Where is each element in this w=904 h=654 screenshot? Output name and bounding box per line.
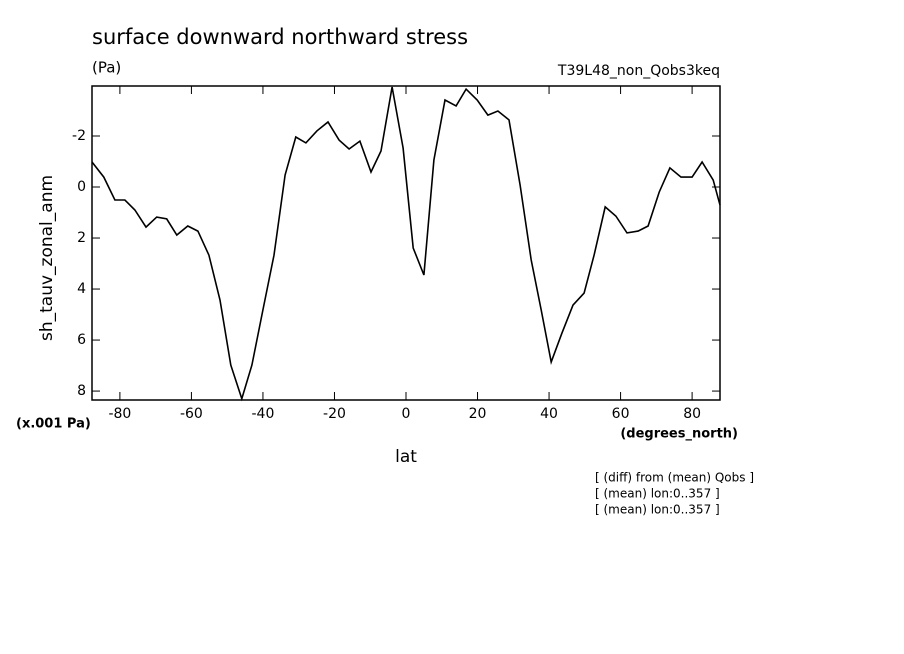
note: [ (mean) lon:0..357 ] — [595, 487, 720, 501]
experiment: T39L48_non_Qobs3keq — [557, 63, 720, 79]
x-tick-label: 0 — [402, 406, 411, 422]
subtitle: (Pa) — [92, 59, 121, 77]
y-tick-label: 4 — [77, 281, 86, 297]
y-axis-label: sh_tauv_zonal_anm — [37, 175, 57, 341]
y-unit: (x.001 Pa) — [16, 417, 91, 432]
y-tick-label: 2 — [77, 230, 86, 246]
x-unit: (degrees_north) — [620, 427, 738, 442]
x-tick-label: -60 — [180, 406, 203, 422]
x-tick-label: -80 — [108, 406, 131, 422]
y-tick-label: 8 — [77, 383, 86, 399]
note: [ (diff) from (mean) Qobs ] — [595, 471, 754, 485]
x-tick-label: 40 — [540, 406, 558, 422]
x-tick-label: 20 — [469, 406, 487, 422]
x-tick-label: -20 — [323, 406, 346, 422]
x-tick-label: 80 — [683, 406, 701, 422]
y-tick-label: 0 — [77, 179, 86, 195]
y-tick-label: -2 — [72, 128, 86, 144]
note: [ (mean) lon:0..357 ] — [595, 503, 720, 517]
x-axis-label: lat — [395, 447, 417, 467]
x-tick-label: -40 — [252, 406, 275, 422]
x-tick-label: 60 — [612, 406, 630, 422]
y-tick-label: 6 — [77, 332, 86, 348]
data-line — [91, 86, 721, 402]
chart-title: surface downward northward stress — [92, 25, 468, 49]
